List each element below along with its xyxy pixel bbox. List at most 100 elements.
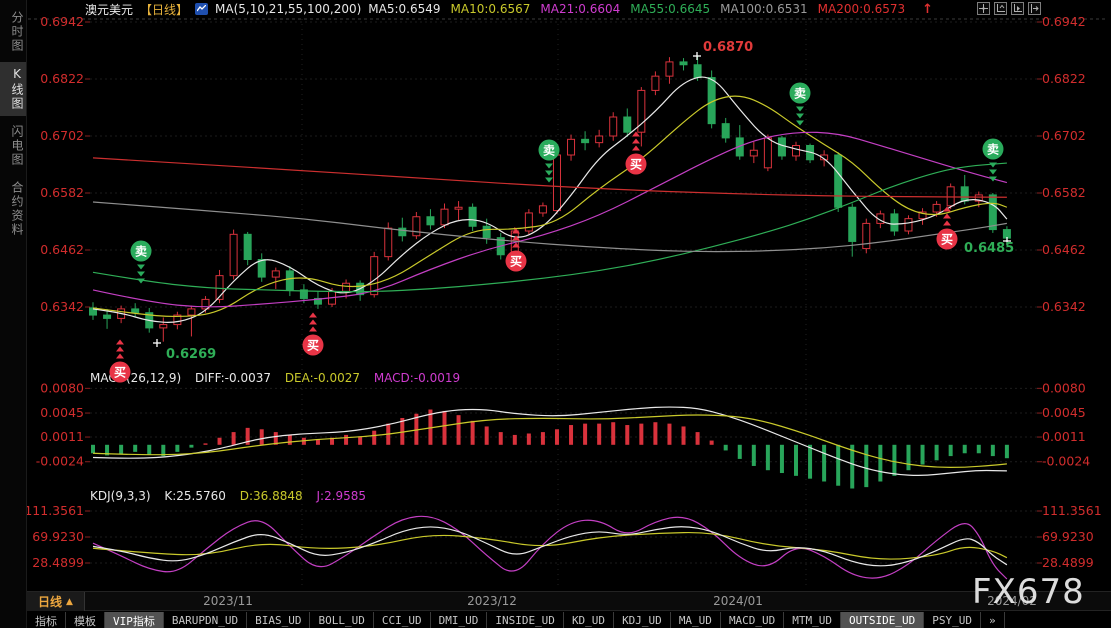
indicator-tab-DMI_UD[interactable]: DMI_UD: [431, 612, 488, 628]
indicator-tab-MTM_UD[interactable]: MTM_UD: [784, 612, 842, 628]
indicator-tab-VIP指标[interactable]: VIP指标: [105, 612, 164, 628]
indicator-tab-KDJ_UD[interactable]: KDJ_UD: [614, 612, 671, 628]
line-chart-icon: [195, 3, 209, 15]
price-tick-label: 0.6582: [40, 185, 84, 200]
indicator-tab-BARUPDN_UD[interactable]: BARUPDN_UD: [164, 612, 248, 628]
indicator-tab-MACD_UD[interactable]: MACD_UD: [721, 612, 785, 628]
price-tick-label: 28.4899: [32, 555, 84, 570]
ma-line-ma5: [92, 76, 1008, 323]
axis-scale-up-icon[interactable]: [994, 2, 1007, 15]
ma-value-4: MA100:0.6531: [720, 2, 808, 16]
indicator-tab-MA_UD[interactable]: MA_UD: [671, 612, 721, 628]
price-tick-label: 111.3561: [1042, 503, 1102, 518]
indicator-tab-指标[interactable]: 指标: [27, 612, 66, 628]
price-tick-label: 0.6342: [1042, 299, 1086, 314]
svg-text:0.6870: 0.6870: [703, 40, 753, 55]
svg-text:0.6485: 0.6485: [964, 241, 1014, 256]
sell-signal-marker: 卖: [982, 138, 1004, 182]
kdj-title: KDJ(9,3,3): [90, 489, 151, 503]
price-tick-label: -0.0024: [1042, 454, 1090, 469]
price-tick-label: 69.9230: [1042, 529, 1094, 544]
price-tick-label: 0.0080: [40, 380, 84, 395]
svg-text:0.6269: 0.6269: [166, 347, 216, 362]
macd-diff-line: [92, 406, 1007, 476]
ma-line-ma10: [92, 95, 1008, 318]
buy-signal-marker: 买: [936, 206, 958, 250]
ma-settings-label: MA(5,10,21,55,100,200): [215, 2, 362, 16]
sell-signal-marker: 卖: [538, 139, 560, 183]
period-label: 【日线】: [140, 2, 189, 17]
price-tick-label: 0.6462: [1042, 242, 1086, 257]
ma-value-2: MA21:0.6604: [540, 2, 621, 16]
indicator-tab-模板[interactable]: 模板: [66, 612, 105, 628]
symbol-name: 澳元美元: [85, 2, 134, 17]
buy-signal-marker: 买: [302, 312, 324, 356]
sidebar-item-lightning-chart[interactable]: 闪电图: [10, 125, 24, 167]
kdj-k-line: [92, 526, 1008, 567]
price-tick-label: 0.0045: [1042, 405, 1086, 420]
svg-text:卖: 卖: [543, 143, 555, 158]
indicator-tab-OUTSIDE_UD[interactable]: OUTSIDE_UD: [841, 612, 925, 628]
crosshair-icon[interactable]: [977, 2, 990, 15]
kdj-j-line: [92, 515, 1008, 580]
price-tick-label: 0.0011: [1042, 429, 1086, 444]
sidebar-item-time-chart[interactable]: 分时图: [10, 11, 24, 53]
pan-right-icon[interactable]: [1028, 2, 1041, 15]
ma-line-ma21: [92, 131, 1008, 308]
price-tick-label: 0.6702: [1042, 128, 1086, 143]
ma-value-5: MA200:0.6573: [817, 2, 906, 16]
macd-pane-header: MACD(26,12,9) DIFF:-0.0037 DEA:-0.0027 M…: [90, 371, 470, 385]
price-tick-label: 0.0080: [1042, 380, 1086, 395]
trend-up-arrow-icon: ↑: [922, 1, 934, 17]
price-tick-label: 0.6582: [1042, 185, 1086, 200]
macd-dea-value: DEA:-0.0027: [284, 371, 360, 385]
fx678-watermark: FX678: [972, 572, 1085, 612]
indicator-tab-INSIDE_UD[interactable]: INSIDE_UD: [487, 612, 564, 628]
indicator-tab-CCI_UD[interactable]: CCI_UD: [374, 612, 431, 628]
date-label-2023/12: 2023/12: [467, 594, 517, 608]
price-tick-label: 0.0045: [40, 405, 84, 420]
chevron-up-icon: ▲: [66, 596, 73, 607]
price-tick-label: 69.9230: [32, 529, 84, 544]
sell-signal-marker: 卖: [789, 82, 811, 126]
ma-values: MA5:0.6549 MA10:0.6567 MA21:0.6604 MA55:0.6…: [368, 2, 915, 16]
price-tick-label: 0.6702: [40, 128, 84, 143]
price-tick-label: -0.0024: [36, 454, 84, 469]
sell-signal-marker: 卖: [130, 240, 152, 284]
ma-value-1: MA10:0.6567: [450, 2, 531, 16]
sidebar-item-kline-chart[interactable]: K线图: [0, 62, 26, 116]
axis-scale-right-icon[interactable]: [1011, 2, 1024, 15]
svg-text:买: 买: [307, 339, 319, 353]
indicator-tab-»[interactable]: »: [981, 612, 1005, 628]
price-annotation: 0.6870: [693, 40, 753, 60]
ma-line-ma100: [92, 201, 1008, 253]
macd-dea-line: [92, 414, 1007, 469]
chart-header: 澳元美元 【日线】 MA(5,10,21,55,100,200) MA5:0.6…: [28, 0, 1111, 18]
price-annotation: 0.6269: [153, 339, 216, 362]
sidebar-item-contract-info[interactable]: 合约资料: [10, 181, 24, 237]
buy-signal-marker: 买: [625, 131, 647, 175]
macd-title: MACD(26,12,9): [90, 371, 182, 385]
price-tick-label: 0.6462: [40, 242, 84, 257]
indicator-tab-PSY_UD[interactable]: PSY_UD: [924, 612, 982, 628]
kdj-pane-header: KDJ(9,3,3) K:25.5760 D:36.8848 J:2.9585: [90, 489, 376, 503]
svg-text:买: 买: [630, 158, 642, 172]
svg-text:买: 买: [510, 255, 522, 269]
ma-value-0: MA5:0.6549: [368, 2, 441, 16]
macd-diff-value: DIFF:-0.0037: [194, 371, 271, 385]
price-tick-label: 0.0011: [40, 429, 84, 444]
period-selector-label: 日线: [38, 595, 63, 609]
layout-icon-group: [977, 2, 1041, 15]
price-tick-label: 28.4899: [1042, 555, 1094, 570]
svg-text:卖: 卖: [987, 142, 999, 157]
period-selector-button[interactable]: 日线 ▲: [27, 592, 85, 611]
indicator-tab-BIAS_UD[interactable]: BIAS_UD: [247, 612, 311, 628]
indicator-tab-KD_UD[interactable]: KD_UD: [564, 612, 615, 628]
indicator-tab-BOLL_UD[interactable]: BOLL_UD: [310, 612, 374, 628]
date-axis-strip: [27, 591, 1111, 611]
candlestick-series: [89, 56, 1011, 342]
ma-line-ma55: [92, 162, 1007, 293]
grid-lines: [28, 18, 1108, 589]
